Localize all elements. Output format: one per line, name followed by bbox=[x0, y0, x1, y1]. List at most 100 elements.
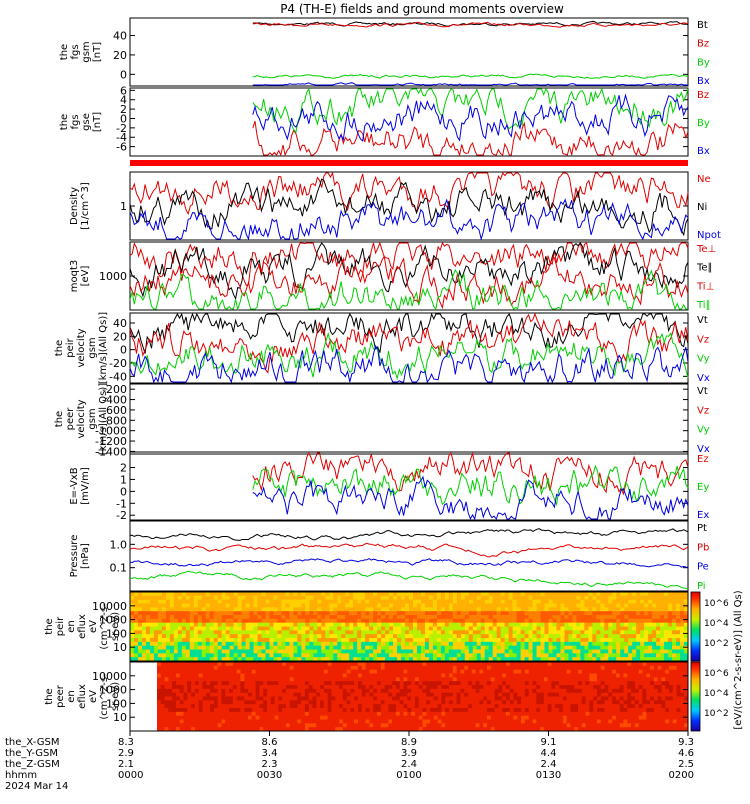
series-line-Vz bbox=[130, 314, 688, 373]
y-tick-label: 20 bbox=[113, 49, 127, 62]
series-line-Ez bbox=[253, 453, 688, 494]
x-tick-label: 4.6 bbox=[678, 748, 694, 759]
x-tick-label: 3.9 bbox=[401, 748, 417, 759]
x-tick-label: 2.3 bbox=[262, 759, 278, 770]
colorbar-1: 10^6 10^4 10^2 bbox=[691, 592, 729, 661]
legend-Bx: Bx bbox=[697, 76, 710, 87]
y-axis-label: Pressure bbox=[69, 535, 80, 578]
y-tick-label: 0 bbox=[120, 68, 127, 81]
legend-Vt: Vt bbox=[697, 315, 708, 326]
y-axis-label: peer bbox=[65, 407, 76, 431]
y-axis-label: E=-VxB bbox=[69, 467, 80, 504]
legend-Ez: Ez bbox=[697, 454, 709, 465]
legend-Pi: Pi bbox=[697, 581, 706, 592]
x-tick-label: 0030 bbox=[257, 770, 282, 781]
y-tick-label: 1000 bbox=[99, 270, 127, 283]
x-axis-row-label: the_Z-GSM bbox=[5, 759, 60, 770]
x-axis-row-label: the_X-GSM bbox=[5, 737, 59, 748]
series-line-Pi bbox=[130, 571, 688, 589]
x-axis-row-label: the_Y-GSM bbox=[5, 748, 58, 759]
y-axis-label: [nPa] bbox=[80, 543, 91, 569]
series-line-Pb bbox=[130, 543, 688, 557]
y-tick-label: 0.1 bbox=[110, 562, 128, 575]
y-tick-label: -2 bbox=[116, 509, 127, 522]
series-line-Bz bbox=[253, 121, 688, 155]
y-tick-label: 10 bbox=[113, 641, 127, 654]
y-axis-label: velocity bbox=[76, 328, 87, 367]
y-axis-label: eV bbox=[88, 620, 99, 633]
legend-Pt: Pt bbox=[697, 523, 707, 534]
y-axis-label: velocity bbox=[76, 399, 87, 438]
y-axis-label: (cm^2-s- bbox=[99, 673, 110, 720]
y-axis-label: sr-eV) bbox=[110, 612, 121, 641]
legend-Ne: Ne bbox=[697, 174, 711, 185]
legend-Vt: Vt bbox=[697, 386, 708, 397]
legend-Te⊥: Te⊥ bbox=[696, 244, 716, 255]
legend-Ti∥: Ti∥ bbox=[696, 300, 711, 311]
panel-frame bbox=[130, 521, 688, 591]
legend-Bz: Bz bbox=[697, 39, 709, 50]
legend-Ex: Ex bbox=[697, 510, 709, 521]
x-tick-label: 0100 bbox=[396, 770, 421, 781]
colorbar-label: [eV/(cm^2-s-sr-eV)] (All Qs) bbox=[733, 590, 744, 729]
x-tick-label: 2.9 bbox=[118, 748, 134, 759]
series-line-Te∥ bbox=[130, 243, 688, 299]
y-tick-label: 10 bbox=[113, 711, 127, 724]
series-line-By bbox=[253, 89, 688, 132]
y-axis-label: peir bbox=[65, 337, 76, 357]
y-tick-label: 20 bbox=[113, 330, 127, 343]
legend-By: By bbox=[697, 118, 710, 129]
y-tick-label: 40 bbox=[113, 317, 127, 330]
y-axis-label: sr-eV) bbox=[110, 682, 121, 711]
colorbar-2: 10^610^410^2 bbox=[691, 662, 729, 731]
y-tick-label: 40 bbox=[113, 29, 127, 42]
colorbar-tick: 10^6 bbox=[704, 669, 729, 679]
legend-Ni: Ni bbox=[697, 202, 707, 213]
y-axis-label: the bbox=[54, 340, 65, 356]
colorbar-tick: 10^2 bbox=[704, 639, 729, 649]
legend-Vz: Vz bbox=[697, 334, 709, 345]
panel-frame bbox=[130, 452, 688, 520]
legend-Bx: Bx bbox=[697, 146, 710, 157]
colorbar-tick: 10^6 bbox=[704, 599, 729, 609]
y-axis-label: Density bbox=[69, 187, 80, 225]
series-line-Ex bbox=[253, 477, 688, 519]
y-axis-label: moqt3 bbox=[69, 260, 80, 293]
legend-Vx: Vx bbox=[697, 373, 710, 384]
y-tick-label: -40 bbox=[109, 370, 127, 383]
y-tick-label: 1 bbox=[120, 200, 127, 213]
y-axis-label: [km/s](All Qs)] bbox=[98, 383, 109, 455]
x-tick-label: 0130 bbox=[536, 770, 561, 781]
x-tick-label: 9.3 bbox=[678, 737, 694, 748]
legend-Pe: Pe bbox=[697, 562, 709, 573]
legend-Bz: Bz bbox=[697, 90, 709, 101]
legend-Ti⊥: Ti⊥ bbox=[696, 281, 714, 292]
y-axis-label: [1/cm^3] bbox=[80, 182, 91, 230]
y-axis-label: eflux bbox=[77, 614, 88, 639]
y-axis-label: gse bbox=[81, 113, 92, 131]
y-axis-label: [nT] bbox=[92, 42, 103, 62]
y-axis-label: en bbox=[66, 620, 77, 633]
colorbar-tick: 10^4 bbox=[704, 619, 729, 629]
y-axis-label: eflux bbox=[77, 684, 88, 709]
y-tick-label: -20 bbox=[109, 357, 127, 370]
y-axis-label: the bbox=[54, 411, 65, 427]
y-axis-label: [nT] bbox=[92, 112, 103, 132]
y-axis-label: the bbox=[44, 618, 55, 634]
y-axis-label: gsm bbox=[87, 408, 98, 429]
y-axis-label: gsm bbox=[81, 41, 92, 62]
legend-Bt: Bt bbox=[697, 20, 708, 31]
y-axis-label: fgs bbox=[70, 114, 81, 129]
y-axis-label: the bbox=[59, 44, 70, 60]
colorbar-tick: 10^2 bbox=[704, 709, 729, 719]
separator-bar bbox=[130, 160, 688, 166]
series-line-Bx bbox=[253, 95, 688, 141]
x-tick-label: 0000 bbox=[118, 770, 143, 781]
y-tick-label: 1.0 bbox=[110, 538, 128, 551]
